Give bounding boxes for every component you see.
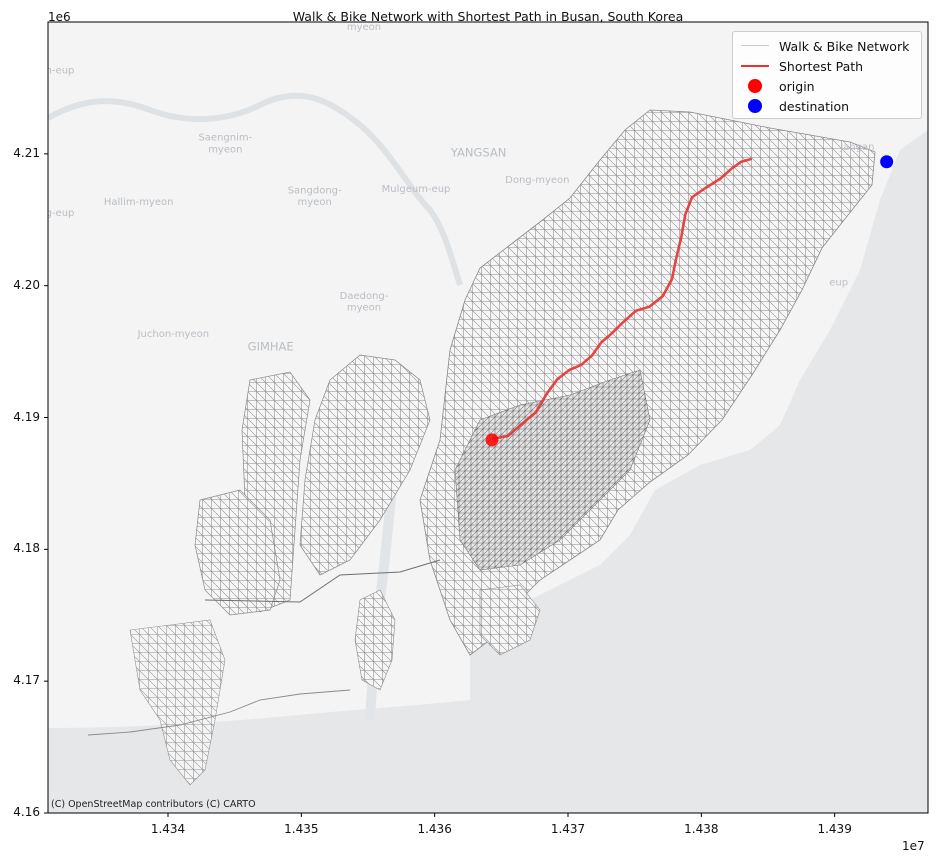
- legend: Walk & Bike Network Shortest Path origin…: [732, 31, 922, 119]
- place-label: Jangan: [839, 142, 874, 153]
- place-label: myeon: [347, 303, 381, 314]
- place-label: YANGSAN: [450, 145, 507, 159]
- y-tick-label: 4.19: [13, 409, 40, 424]
- legend-item-network: Walk & Bike Network: [741, 37, 909, 55]
- place-label: myeon: [298, 197, 332, 208]
- sea-area: [470, 130, 928, 813]
- place-label: Saengnim-: [198, 133, 252, 144]
- place-label: eup: [829, 278, 848, 289]
- x-tick-label: 1.438: [684, 822, 719, 836]
- origin-marker: [485, 433, 499, 447]
- y-tick-label: 4.17: [13, 673, 40, 688]
- place-label: myeon: [208, 145, 242, 156]
- y-tick-label: 4.20: [13, 277, 40, 292]
- place-label: g-eup: [46, 208, 75, 219]
- legend-item-shortest-path: Shortest Path: [741, 57, 863, 75]
- legend-item-destination: destination: [741, 97, 849, 115]
- nakdong-river: [48, 92, 463, 286]
- y-tick-label: 4.16: [13, 805, 40, 819]
- map-place-labels: myeon n-eup Saengnim-myeon YANGSAN Dong-myeo…: [46, 22, 874, 353]
- x-tick-label: 1.436: [417, 822, 452, 836]
- place-label: Juchon-myeon: [137, 329, 209, 340]
- basemap: myeon n-eup Saengnim-myeon YANGSAN Dong-myeo…: [46, 22, 928, 813]
- x-tick-label: 1.439: [817, 822, 852, 836]
- x-tick-label: 1.434: [150, 822, 186, 836]
- legend-label-origin: origin: [779, 78, 815, 94]
- x-tick-label: 1.437: [550, 822, 586, 836]
- walk-bike-network: [87, 109, 876, 786]
- place-label: Daedong-: [340, 291, 389, 302]
- legend-label-destination: destination: [779, 98, 850, 114]
- legend-item-origin: origin: [741, 77, 815, 95]
- place-label: Sangdong-: [288, 185, 342, 196]
- destination-marker: [880, 155, 894, 169]
- place-label: Dong-myeon: [505, 175, 569, 186]
- y-tick-label: 4.21: [13, 145, 40, 160]
- place-label: n-eup: [46, 65, 75, 76]
- place-label: myeon: [347, 22, 381, 33]
- map-title: Walk & Bike Network with Shortest Path i…: [292, 9, 684, 24]
- y-axis-offset-label: 1e6: [48, 10, 71, 24]
- x-tick-label: 1.435: [284, 822, 319, 836]
- x-axis-offset-label: 1e7: [902, 839, 925, 853]
- place-label: Mulgeum-eup: [382, 184, 451, 195]
- place-label: GIMHAE: [248, 339, 294, 353]
- legend-label-shortest-path: Shortest Path: [779, 58, 864, 74]
- y-tick-label: 4.18: [13, 541, 40, 556]
- sea-area-west: [48, 700, 470, 813]
- axis-ticks: [44, 153, 836, 817]
- legend-label-network: Walk & Bike Network: [779, 38, 910, 54]
- shortest-path-line: [491, 157, 753, 440]
- place-label: Hallim-myeon: [104, 197, 174, 208]
- map-attribution: (C) OpenStreetMap contributors (C) CARTO: [51, 799, 256, 810]
